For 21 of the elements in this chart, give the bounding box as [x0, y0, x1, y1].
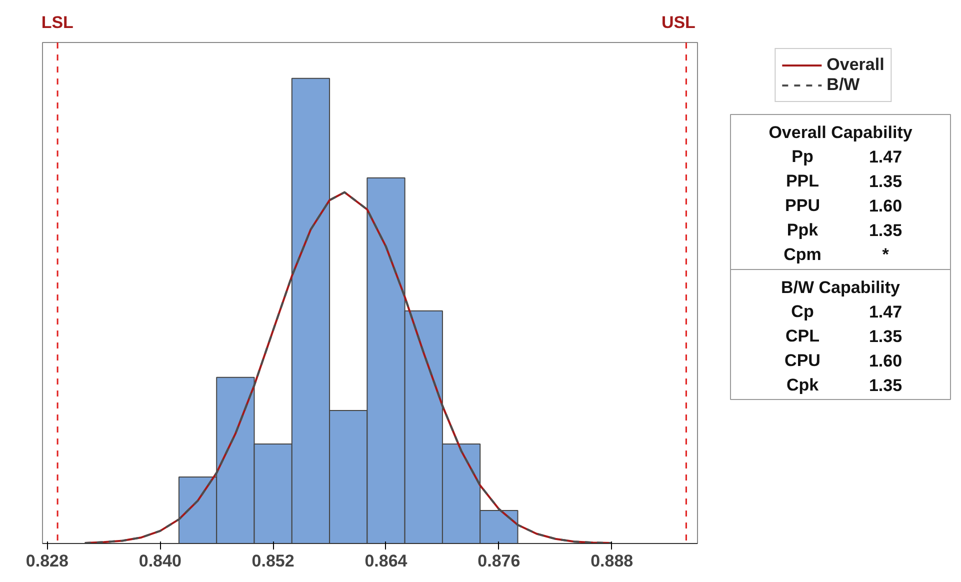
- text: Ppk 1.35: [786, 220, 902, 240]
- x-tick-label: 0.876: [478, 552, 520, 570]
- legend-label: Overall: [826, 55, 884, 75]
- text: PPL 1.35: [786, 172, 902, 191]
- text: PPU 1.60: [785, 196, 902, 216]
- x-tick-label: 0.888: [590, 552, 634, 570]
- text: Cpm *: [784, 245, 889, 264]
- legend-label: B/W: [826, 75, 860, 95]
- text: CPL 1.35: [786, 326, 902, 346]
- text: Overall Capability: [768, 123, 913, 142]
- text: CPU 1.60: [784, 351, 902, 370]
- x-tick-label: 0.852: [252, 552, 294, 570]
- x-tick-label: 0.840: [138, 552, 182, 570]
- ref-line-label: LSL: [41, 13, 74, 32]
- text: Cp 1.47: [791, 302, 902, 322]
- text: B/W Capability: [780, 278, 901, 297]
- ref-line-label: USL: [661, 13, 696, 32]
- text: Cpk 1.35: [786, 376, 902, 395]
- x-tick-label: 0.828: [26, 552, 68, 570]
- x-tick-label: 0.864: [364, 552, 408, 570]
- text: Pp 1.47: [792, 147, 902, 166]
